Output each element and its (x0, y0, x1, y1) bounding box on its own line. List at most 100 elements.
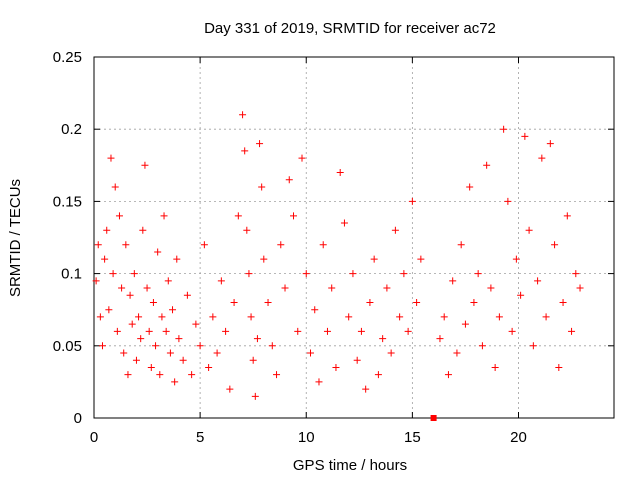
data-point (101, 255, 109, 263)
data-point (234, 212, 242, 220)
data-point (205, 363, 213, 371)
data-point (417, 255, 425, 263)
data-point (546, 140, 554, 148)
data-point (111, 183, 119, 191)
data-point (107, 154, 115, 162)
data-point (124, 371, 132, 379)
data-point (298, 154, 306, 162)
data-point (332, 363, 340, 371)
data-point (285, 176, 293, 184)
data-point (239, 111, 247, 119)
data-point (247, 313, 255, 321)
data-point (534, 277, 542, 285)
data-point (319, 241, 327, 249)
data-point (264, 298, 272, 306)
data-point (504, 197, 512, 205)
data-point (98, 342, 106, 350)
y-tick-label: 0.15 (53, 193, 82, 210)
data-point (436, 335, 444, 343)
data-point (141, 161, 149, 169)
data-point (243, 226, 251, 234)
data-point (315, 378, 323, 386)
data-point (483, 161, 491, 169)
data-point (306, 349, 314, 357)
data-point (122, 241, 130, 249)
data-point (113, 327, 121, 335)
data-point (555, 363, 563, 371)
data-point (466, 183, 474, 191)
data-point (366, 298, 374, 306)
data-point (222, 327, 230, 335)
data-point (179, 356, 187, 364)
data-point (357, 327, 365, 335)
data-point (251, 392, 259, 400)
y-tick-label: 0.05 (53, 338, 82, 355)
data-point (192, 320, 200, 328)
data-point (517, 291, 525, 299)
data-point (96, 313, 104, 321)
data-point (158, 313, 166, 321)
gap-marker (430, 415, 437, 421)
data-point (383, 284, 391, 292)
data-point (120, 349, 128, 357)
data-point (156, 371, 164, 379)
data-point (444, 371, 452, 379)
data-point (171, 378, 179, 386)
data-point (495, 313, 503, 321)
data-point (345, 313, 353, 321)
data-point (196, 342, 204, 350)
data-point (173, 255, 181, 263)
data-point (400, 270, 408, 278)
data-point (396, 313, 404, 321)
data-point (461, 320, 469, 328)
x-tick-label: 15 (404, 429, 421, 446)
data-point (209, 313, 217, 321)
data-point (115, 212, 123, 220)
data-point (109, 270, 117, 278)
data-point (245, 270, 253, 278)
data-point (130, 270, 138, 278)
data-point (576, 284, 584, 292)
y-tick-label: 0 (74, 410, 82, 427)
data-point (128, 320, 136, 328)
data-point (478, 342, 486, 350)
data-point (404, 327, 412, 335)
data-point (152, 342, 160, 350)
data-point (379, 335, 387, 343)
data-point (538, 154, 546, 162)
data-point (500, 125, 508, 133)
data-point (226, 385, 234, 393)
data-point (166, 349, 174, 357)
y-tick-label: 0.1 (61, 266, 82, 283)
data-point (340, 219, 348, 227)
data-point (491, 363, 499, 371)
data-point (118, 284, 126, 292)
y-tick-label: 0.2 (61, 121, 82, 138)
data-point (302, 270, 310, 278)
data-point (154, 248, 162, 256)
data-point (311, 306, 319, 314)
data-point (353, 356, 361, 364)
data-point (132, 356, 140, 364)
data-point (105, 306, 113, 314)
data-point (260, 255, 268, 263)
data-point (336, 169, 344, 177)
data-point (137, 335, 145, 343)
x-tick-label: 20 (510, 429, 527, 446)
data-point (542, 313, 550, 321)
data-point (572, 270, 580, 278)
data-point (258, 183, 266, 191)
data-point (273, 371, 281, 379)
data-point (277, 241, 285, 249)
data-point (362, 385, 370, 393)
data-point (474, 270, 482, 278)
data-point (160, 212, 168, 220)
data-point (374, 371, 382, 379)
data-point (521, 132, 529, 140)
data-point (126, 291, 134, 299)
data-point (370, 255, 378, 263)
x-tick-label: 5 (196, 429, 204, 446)
data-point (188, 371, 196, 379)
